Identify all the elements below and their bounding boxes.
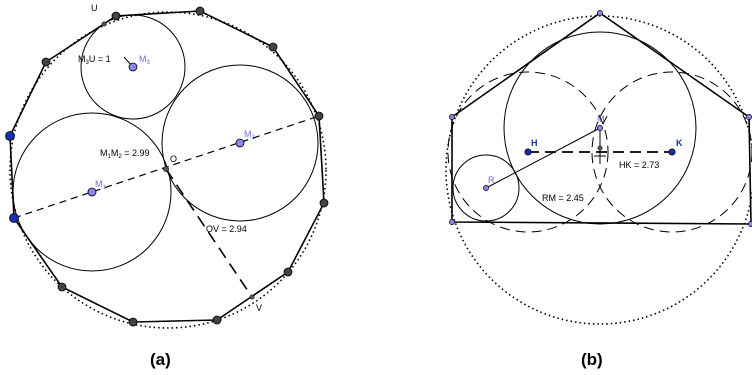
center-m2 (235, 138, 245, 148)
pentagon-b (451, 12, 752, 225)
point-k (668, 148, 676, 156)
dashed-circle-k (591, 71, 752, 233)
outer-dotted-circle-a (9, 11, 327, 329)
vertex-point (746, 114, 752, 120)
vertex-point (597, 10, 603, 16)
vertex-point (57, 282, 67, 292)
label-v: V (256, 303, 262, 313)
caption-a: (a) (150, 350, 171, 369)
point-u (101, 21, 107, 27)
center-m3 (128, 62, 138, 72)
label-m1: M1 (95, 179, 107, 191)
panel-a: U V O M3 M2 M1 M3U = 1 M1M2 = 2.99 OV = … (5, 3, 329, 369)
point-v (249, 294, 255, 300)
measure-hk: HK = 2.73 (619, 160, 659, 170)
label-u: U (91, 3, 98, 13)
label-o: O (170, 154, 177, 164)
vertex-point (212, 315, 222, 325)
point-r (483, 185, 489, 191)
vertex-point (314, 111, 324, 121)
measure-ov: OV = 2.94 (206, 224, 247, 234)
measure-m1m2: M1M2 = 2.99 (100, 148, 149, 160)
vertex-point (111, 11, 121, 21)
segment-o-v (165, 168, 253, 298)
label-m3: M3 (139, 54, 151, 66)
vertex-point (449, 219, 455, 225)
point-o (163, 166, 169, 172)
panel-b: R M H K RM = 2.45 HK = 2.73 (b) (445, 10, 752, 369)
outer-dotted-circle-b (445, 15, 752, 325)
vertex-point (268, 42, 278, 52)
circle-m2 (161, 64, 319, 222)
center-m1 (87, 187, 97, 197)
circle-m1 (12, 112, 172, 272)
vertex-point (195, 6, 205, 16)
segment-r-m (485, 127, 601, 189)
point-h (524, 148, 532, 156)
vertex-point (128, 317, 138, 327)
dashed-circle-h (447, 71, 609, 233)
label-k: K (676, 138, 683, 148)
vertex-point (319, 198, 329, 208)
circle-r (452, 154, 520, 222)
point-foot (597, 145, 603, 151)
circle-m3 (80, 14, 186, 120)
vertex-point-blue (9, 213, 19, 223)
point-m (597, 125, 603, 131)
vertex-point (449, 114, 455, 120)
slash-mark (602, 115, 608, 125)
circle-m (503, 31, 697, 225)
label-m2: M2 (244, 129, 256, 141)
measure-rm: RM = 2.45 (542, 193, 584, 203)
label-r: R (488, 175, 495, 185)
vertex-point (748, 221, 752, 227)
polygon-vertices-b (449, 10, 752, 227)
vertex-point-blue (5, 131, 15, 141)
measure-m3u: M3U = 1 (78, 54, 111, 66)
label-m: M (597, 114, 605, 124)
polygon-vertices-a (41, 6, 329, 327)
vertex-point (41, 57, 51, 67)
label-h: H (531, 138, 538, 148)
caption-b: (b) (581, 350, 603, 369)
vertex-point (283, 267, 293, 277)
